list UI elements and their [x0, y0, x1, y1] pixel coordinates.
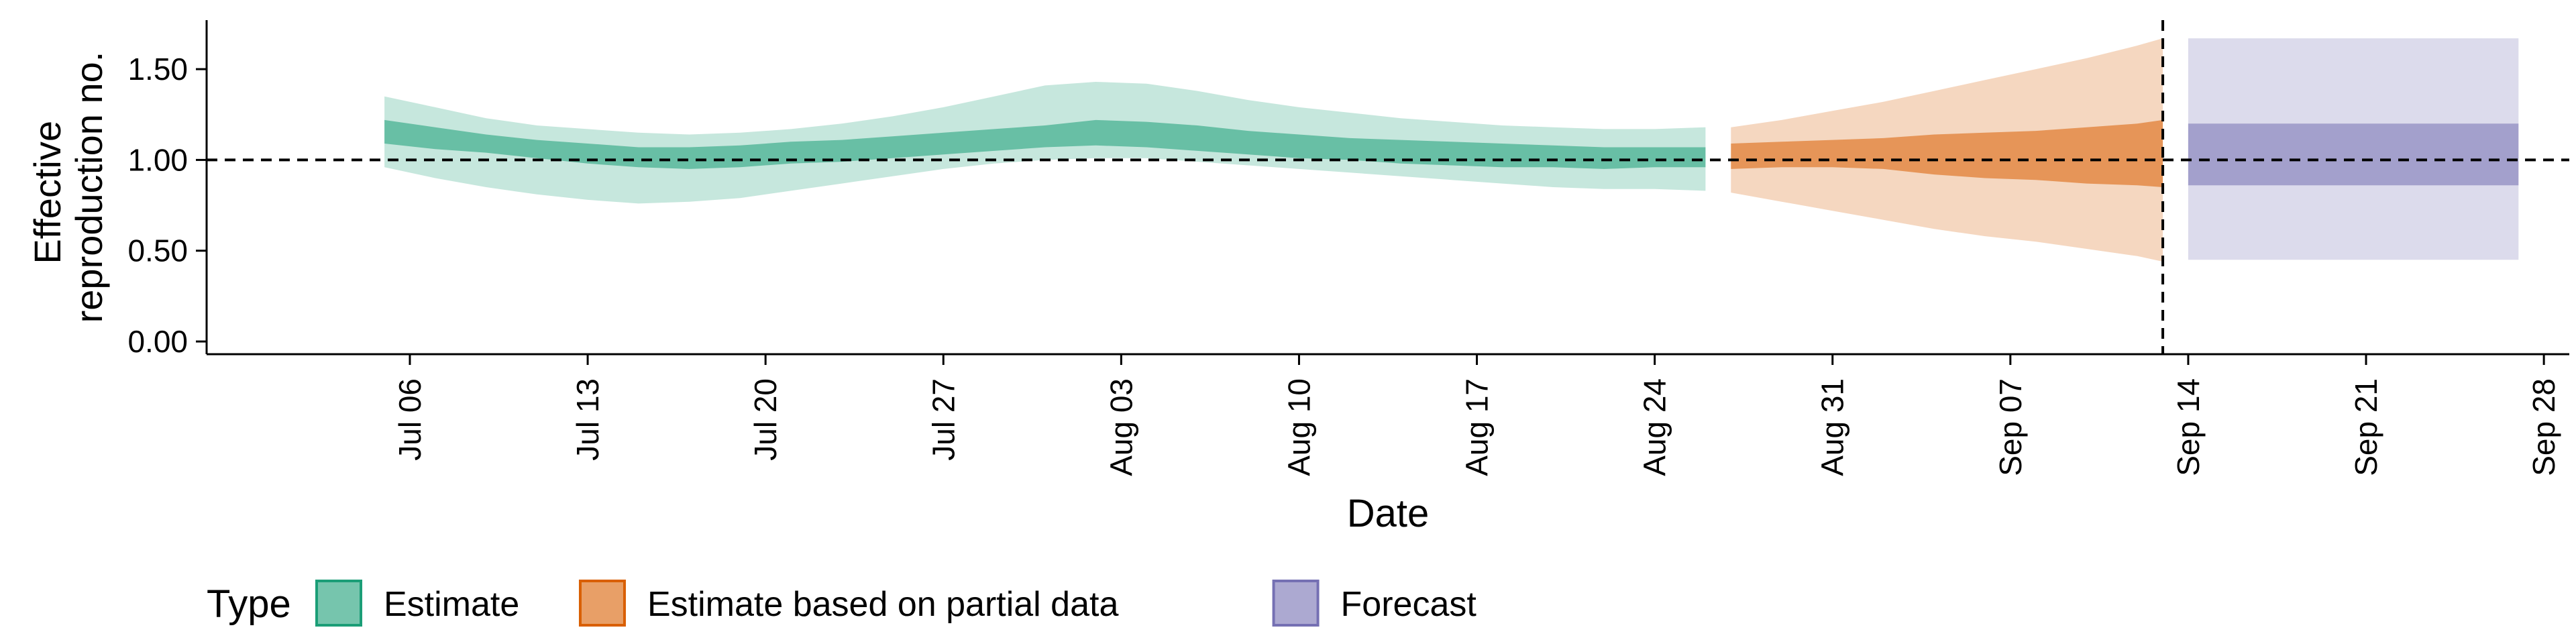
x-axis-ticks: Jul 06 Jul 13 Jul 20 Jul 27 Aug 03 Aug 10 Aug … — [392, 354, 2561, 476]
estimate-based-on-partial-data-inner-band — [1731, 119, 2163, 187]
x-tick-label: Jul 27 — [926, 378, 961, 461]
y-tick-label: 0.00 — [127, 324, 188, 359]
x-tick-label: Jul 20 — [748, 378, 783, 461]
x-tick-label: Sep 07 — [1993, 378, 2028, 476]
x-tick-label: Sep 21 — [2349, 378, 2383, 476]
legend-key-2 — [1272, 580, 1320, 627]
y-axis-title-line-2: reproduction no. — [68, 52, 110, 323]
x-tick-label: Aug 31 — [1815, 378, 1850, 476]
uncertainty-bands — [384, 38, 2519, 262]
x-tick-label: Jul 06 — [392, 378, 427, 461]
legend-label-0: Estimate — [384, 585, 519, 624]
legend-label-1: Estimate based on partial data — [647, 585, 1119, 624]
y-tick-label: 1.50 — [127, 52, 188, 87]
legend-title: Type — [207, 582, 291, 626]
legend-items: Estimate Estimate based on partial data Fo… — [315, 580, 1477, 627]
legend-key-1 — [578, 580, 626, 627]
x-tick-label: Jul 13 — [570, 378, 605, 461]
y-axis-ticks: 0.00 0.50 1.00 1.50 — [127, 52, 207, 359]
x-tick-label: Aug 03 — [1104, 378, 1138, 476]
legend-label-2: Forecast — [1341, 585, 1477, 624]
x-axis-title: Date — [1347, 492, 1430, 535]
axes: 0.00 0.50 1.00 1.50 Jul 06 Jul 13 Jul 20 Jul 2… — [127, 20, 2569, 476]
reference-lines — [207, 20, 2569, 354]
estimate-inner-band — [384, 119, 1706, 169]
y-tick-label: 1.00 — [127, 142, 188, 177]
y-tick-label: 0.50 — [127, 233, 188, 268]
legend-key-0 — [315, 580, 362, 627]
forecast-inner-band — [2188, 123, 2519, 186]
legend: Type Estimate Estimate based on partial d… — [207, 580, 1477, 627]
x-tick-label: Aug 17 — [1460, 378, 1495, 476]
x-tick-label: Sep 14 — [2171, 378, 2206, 476]
x-tick-label: Sep 28 — [2526, 378, 2561, 476]
y-axis-title-line-1: Effective — [26, 121, 68, 264]
x-tick-label: Aug 10 — [1281, 378, 1316, 476]
y-axis-title: Effective reproduction no. — [26, 52, 110, 323]
x-tick-label: Aug 24 — [1638, 378, 1672, 476]
